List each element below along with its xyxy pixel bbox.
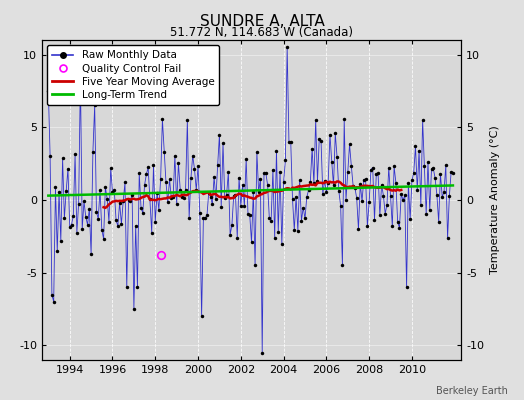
Legend: Raw Monthly Data, Quality Control Fail, Five Year Moving Average, Long-Term Tren: Raw Monthly Data, Quality Control Fail, … (47, 45, 220, 105)
Y-axis label: Temperature Anomaly (°C): Temperature Anomaly (°C) (489, 126, 499, 274)
Text: SUNDRE A, ALTA: SUNDRE A, ALTA (200, 14, 324, 29)
Text: Berkeley Earth: Berkeley Earth (436, 386, 508, 396)
Text: 51.772 N, 114.683 W (Canada): 51.772 N, 114.683 W (Canada) (170, 26, 354, 39)
